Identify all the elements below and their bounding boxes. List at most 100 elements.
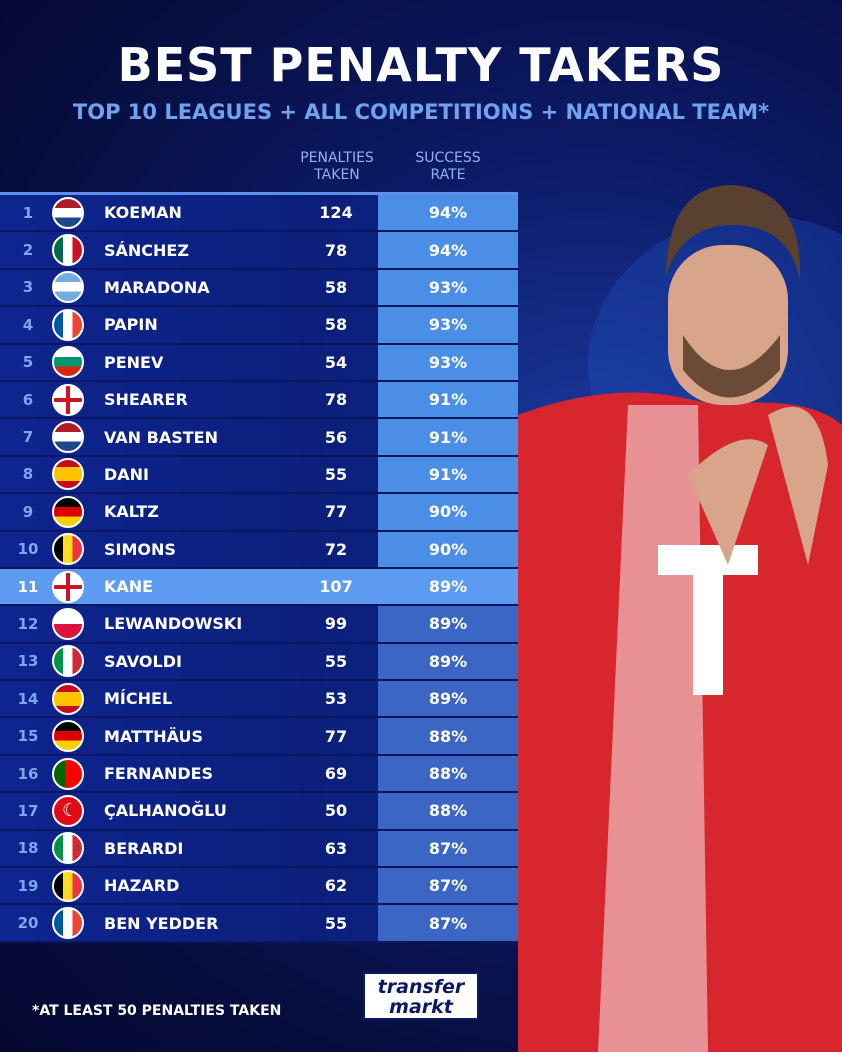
success-rate: 93% [378, 269, 518, 306]
rank: 6 [22, 390, 34, 409]
rank: 20 [17, 914, 39, 933]
success-rate-value: 93% [428, 315, 468, 335]
flag-es-icon [52, 682, 84, 715]
table-row: 12 LEWANDOWSKI 99 89% [0, 606, 518, 644]
flag-it-icon [52, 645, 84, 678]
table-row: 9 KALTZ 77 90% [0, 494, 518, 532]
flag-en-icon [52, 570, 84, 603]
player-name: KANE [104, 577, 154, 597]
header-line: TAKEN [314, 167, 360, 183]
player-name: LEWANDOWSKI [104, 614, 243, 634]
rank: 10 [17, 540, 39, 559]
table-row: 7 VAN BASTEN 56 91% [0, 419, 518, 457]
penalties-taken: 78 [324, 390, 348, 410]
rank: 12 [17, 614, 39, 633]
penalties-taken: 78 [324, 240, 348, 260]
player-name: MATTHÄUS [104, 726, 204, 746]
table-row: 17 ÇALHANOĞLU 50 88% [0, 793, 518, 831]
success-rate: 89% [378, 606, 518, 642]
success-rate: 88% [378, 793, 518, 829]
player-name: VAN BASTEN [104, 427, 218, 447]
table-row: 13 SAVOLDI 55 89% [0, 643, 518, 682]
ranking-table: 1 KOEMAN 124 94% 2 SÁNCHEZ 78 94% 3 MARADO… [0, 192, 518, 943]
player-name: BEN YEDDER [104, 913, 219, 933]
success-rate-value: 89% [428, 689, 468, 709]
success-rate: 89% [378, 681, 518, 717]
table-row: 5 PENEV 54 93% [0, 344, 518, 382]
penalties-taken: 124 [319, 203, 353, 223]
rank: 14 [17, 689, 39, 708]
player-name: MÍCHEL [104, 689, 173, 709]
rank: 19 [17, 876, 39, 895]
player-name: KALTZ [104, 502, 159, 522]
success-rate: 94% [378, 232, 518, 268]
player-name: SHEARER [104, 390, 188, 410]
table-row: 10 SIMONS 72 90% [0, 531, 518, 569]
rank: 3 [22, 278, 34, 297]
success-rate: 94% [378, 195, 518, 231]
header-line: RATE [430, 167, 466, 183]
header-line: PENALTIES [300, 150, 374, 166]
success-rate-value: 89% [428, 614, 468, 634]
flag-nl-icon [52, 421, 84, 454]
player-name: KOEMAN [104, 203, 182, 223]
page-subtitle: TOP 10 LEAGUES + ALL COMPETITIONS + NATI… [72, 100, 770, 124]
player-photo [518, 185, 842, 1052]
table-row: 16 FERNANDES 69 88% [0, 755, 518, 794]
rank: 18 [17, 839, 39, 858]
player-name: BERARDI [104, 838, 184, 858]
success-rate-value: 89% [428, 577, 468, 597]
rank: 11 [17, 577, 39, 596]
player-name: PAPIN [104, 315, 158, 335]
success-rate-value: 94% [428, 240, 468, 260]
table-row: 6 SHEARER 78 91% [0, 381, 518, 420]
table-row: 15 MATTHÄUS 77 88% [0, 718, 518, 756]
penalties-taken: 72 [324, 539, 348, 559]
flag-es-icon [52, 458, 84, 491]
table-row: 8 DANI 55 91% [0, 456, 518, 495]
success-rate: 93% [378, 344, 518, 380]
success-rate: 91% [378, 381, 518, 418]
success-rate-value: 91% [428, 464, 468, 484]
table-row: 3 MARADONA 58 93% [0, 269, 518, 308]
success-rate-value: 87% [428, 876, 468, 896]
table-row: 20 BEN YEDDER 55 87% [0, 905, 518, 943]
table-row: 1 KOEMAN 124 94% [0, 195, 518, 233]
penalties-taken: 53 [324, 689, 348, 709]
page-title: BEST PENALTY TAKERS [117, 38, 725, 92]
penalties-taken: 55 [324, 651, 348, 671]
penalties-taken: 55 [324, 464, 348, 484]
player-name: PENEV [104, 352, 164, 372]
player-name: FERNANDES [104, 764, 214, 784]
flag-en-icon [52, 383, 84, 416]
flag-be-icon [52, 869, 84, 902]
success-rate-value: 91% [428, 427, 468, 447]
penalties-taken: 55 [324, 913, 348, 933]
success-rate-value: 88% [428, 726, 468, 746]
flag-fr-icon [52, 308, 84, 341]
penalties-taken: 107 [319, 577, 353, 597]
success-rate: 93% [378, 307, 518, 343]
flag-bg-icon [52, 346, 84, 379]
flag-de-icon [52, 495, 84, 528]
penalties-taken: 56 [324, 427, 348, 447]
success-rate-value: 87% [428, 913, 468, 933]
rank: 5 [22, 353, 34, 372]
rank: 13 [17, 652, 39, 671]
logo-text: markt [389, 996, 453, 1018]
success-rate-value: 91% [428, 390, 468, 410]
success-rate: 89% [378, 643, 518, 680]
flag-tr-icon [52, 794, 84, 827]
success-rate-value: 90% [428, 539, 468, 559]
success-rate: 89% [378, 569, 518, 604]
flag-pl-icon [52, 607, 84, 640]
rank: 16 [17, 764, 39, 783]
success-rate: 91% [378, 419, 518, 455]
penalties-taken: 63 [324, 838, 348, 858]
success-rate-value: 94% [428, 203, 468, 223]
success-rate-value: 90% [428, 502, 468, 522]
player-name: SÁNCHEZ [104, 240, 189, 260]
player-name: SIMONS [104, 539, 176, 559]
player-name: DANI [104, 464, 150, 484]
flag-it-icon [52, 832, 84, 865]
